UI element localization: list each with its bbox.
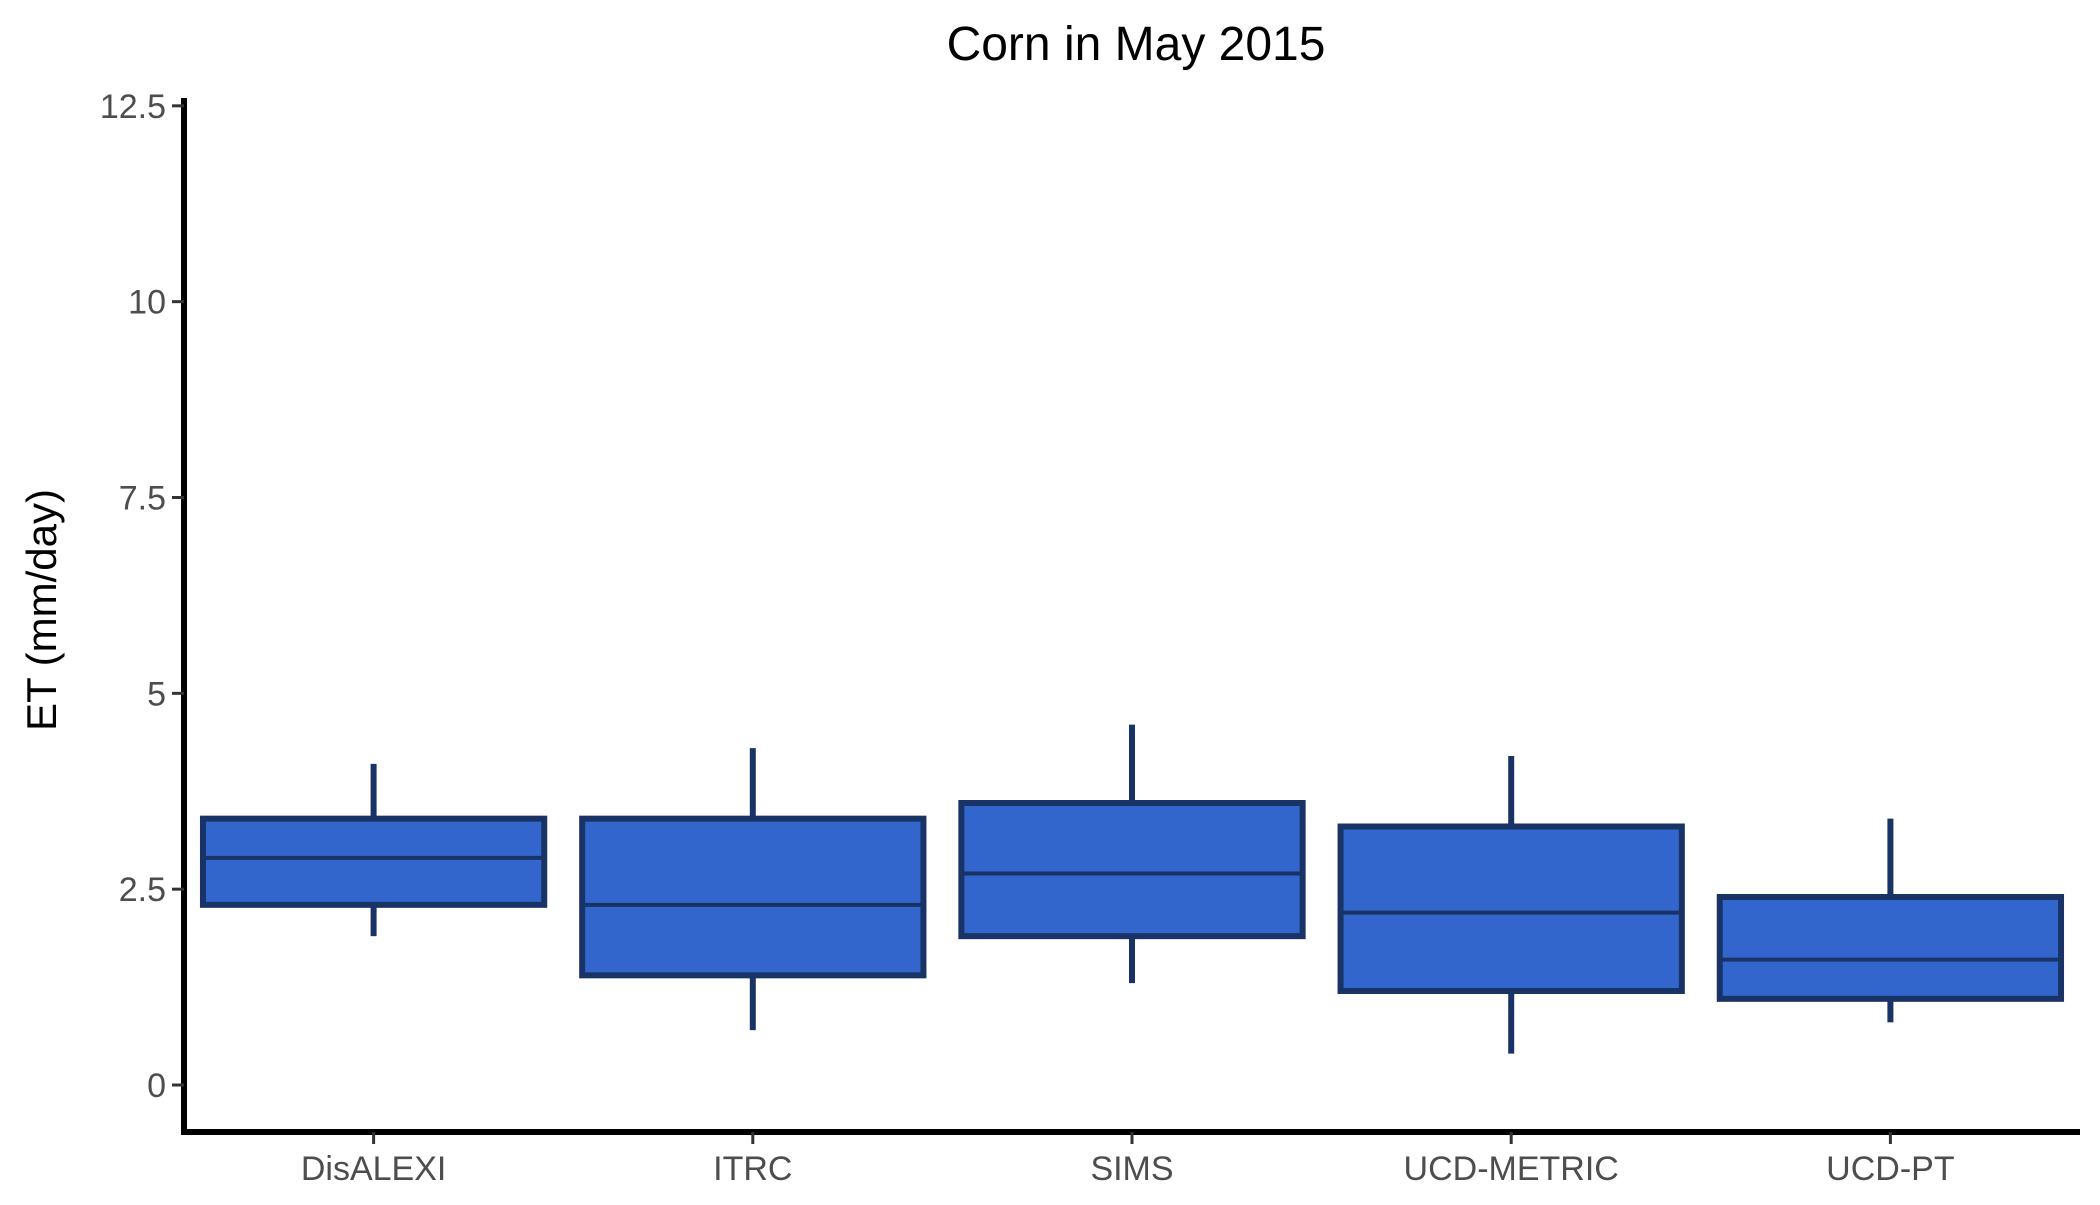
chart-title: Corn in May 2015 (947, 18, 1326, 71)
x-tick-label: ITRC (713, 1150, 792, 1188)
box-ucd-metric (1337, 756, 1685, 1054)
box-body (1716, 894, 2065, 1002)
axes-layer: 0 2.5 5 7.5 10 12.5 DisALEXI ITRC SIMS UCD-METRIC… (100, 88, 2080, 1188)
y-tick-label: 5 (147, 675, 166, 713)
box-sims (958, 724, 1306, 984)
box-body (199, 815, 548, 908)
y-tick-label: 12.5 (100, 88, 166, 126)
boxes-layer (199, 724, 2065, 1054)
box-ucd-pt (1716, 818, 2065, 1023)
x-tick-label: SIMS (1090, 1150, 1173, 1188)
box-body (958, 800, 1306, 940)
y-axis-label: ET (mm/day) (18, 489, 65, 731)
y-tick-label: 7.5 (119, 480, 166, 518)
y-tick-label: 0 (147, 1067, 166, 1105)
x-tick-label: UCD-PT (1826, 1150, 1954, 1188)
x-tick-label: DisALEXI (301, 1150, 447, 1188)
box-disalexi (199, 763, 548, 937)
y-tick-label: 2.5 (119, 871, 166, 909)
x-tick-label: UCD-METRIC (1404, 1150, 1619, 1188)
box-body (1337, 823, 1685, 994)
box-body (579, 815, 927, 979)
box-itrc (579, 748, 927, 1031)
y-tick-label: 10 (128, 284, 166, 322)
